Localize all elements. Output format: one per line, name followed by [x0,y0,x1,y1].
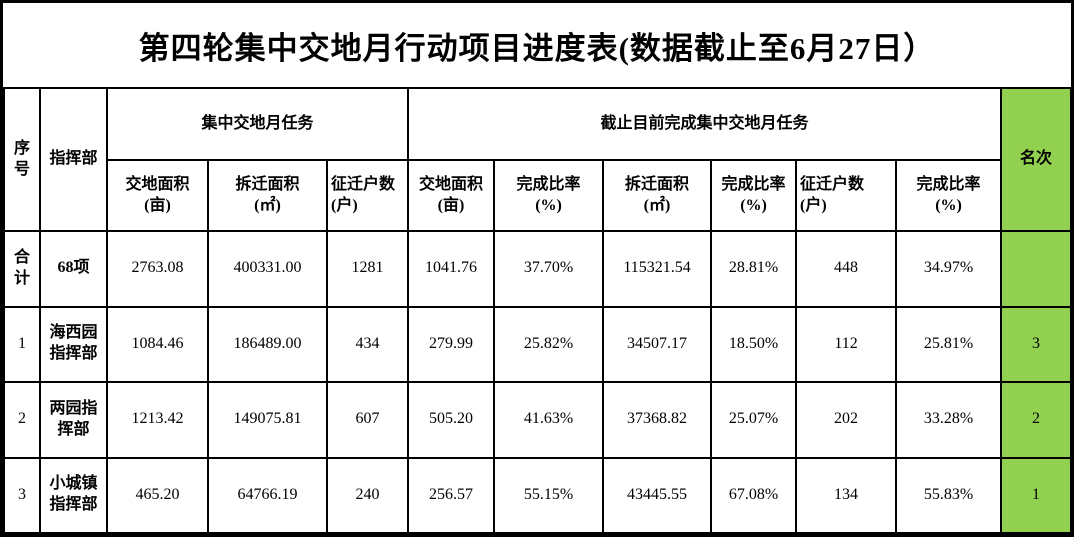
cell-done-demolition-rate: 28.81% [710,230,798,308]
cell-done-households-rate: 33.28% [895,381,1003,459]
subheader-done-households-rate: 完成比率 (%) [895,159,1003,232]
cell-hq: 两园指挥部 [39,381,108,459]
cell-done-demolition-rate: 18.50% [710,305,798,383]
cell-rank: 3 [1000,305,1071,383]
cell-done-households: 202 [795,381,898,459]
cell-rank: 2 [1000,381,1071,459]
subheader-done-land-rate: 完成比率 (%) [493,159,605,232]
table-row-total: 合计 68项 2763.08 400331.00 1281 1041.76 37… [3,230,1071,308]
cell-task-land-area: 2763.08 [106,230,209,308]
header-serial: 序号 [3,87,41,232]
subheader-task-land-area: 交地面积 (亩) [106,159,209,232]
cell-done-demolition-area: 43445.55 [602,456,713,534]
header-hq: 指挥部 [39,87,108,232]
cell-done-land-area: 256.57 [407,456,496,534]
cell-serial: 3 [3,456,41,534]
cell-hq: 68项 [39,230,108,308]
cell-rank: 1 [1000,456,1071,534]
cell-task-households: 607 [325,381,410,459]
subheader-done-demolition-rate: 完成比率 (%) [710,159,798,232]
header-group-task: 集中交地月任务 [105,87,410,161]
subheader-done-households: 征迁户数 (户) [795,159,898,232]
cell-done-households-rate: 34.97% [895,230,1003,308]
cell-done-households-rate: 25.81% [895,305,1003,383]
header-row-subs: 交地面积 (亩) 拆迁面积 (㎡) 征迁户数 (户) 交地面积 (亩) 完成比率… [4,159,1071,232]
cell-hq: 海西园指挥部 [39,305,108,383]
cell-rank [1000,230,1071,308]
cell-task-land-area: 465.20 [106,456,209,534]
cell-task-land-area: 1213.42 [106,381,209,459]
subheader-done-demolition-area: 拆迁面积 (㎡) [602,159,713,232]
cell-done-land-rate: 55.15% [493,456,605,534]
cell-done-demolition-rate: 67.08% [710,456,798,534]
table-row: 3 小城镇指挥部 465.20 64766.19 240 256.57 55.1… [3,456,1071,534]
cell-task-land-area: 1084.46 [106,305,209,383]
cell-done-households-rate: 55.83% [895,456,1003,534]
subheader-done-land-area: 交地面积 (亩) [407,159,496,232]
header-group-done: 截止目前完成集中交地月任务 [407,87,1003,161]
header-row-groups: 序号 指挥部 集中交地月任务 截止目前完成集中交地月任务 名次 [3,87,1071,232]
cell-done-land-area: 505.20 [407,381,496,459]
cell-task-households: 1281 [325,230,410,308]
cell-done-land-rate: 37.70% [493,230,605,308]
subheader-task-demolition-area: 拆迁面积 (㎡) [207,159,328,232]
cell-done-households: 112 [795,305,898,383]
cell-done-households: 448 [795,230,898,308]
cell-done-land-area: 279.99 [407,305,496,383]
cell-task-demolition-area: 64766.19 [207,456,328,534]
cell-done-demolition-area: 34507.17 [602,305,713,383]
cell-done-demolition-area: 115321.54 [602,230,713,308]
cell-task-demolition-area: 186489.00 [207,305,328,383]
cell-task-households: 240 [325,456,410,534]
progress-table: 序号 指挥部 集中交地月任务 截止目前完成集中交地月任务 名次 交地面积 (亩)… [3,87,1071,534]
cell-done-demolition-area: 37368.82 [602,381,713,459]
cell-done-demolition-rate: 25.07% [710,381,798,459]
cell-done-land-rate: 25.82% [493,305,605,383]
cell-task-households: 434 [325,305,410,383]
cell-hq: 小城镇指挥部 [39,456,108,534]
table-row: 2 两园指挥部 1213.42 149075.81 607 505.20 41.… [3,381,1071,459]
page-title: 第四轮集中交地月行动项目进度表(数据截止至6月27日） [138,30,936,66]
cell-done-land-area: 1041.76 [407,230,496,308]
cell-serial: 1 [3,305,41,383]
cell-serial: 2 [3,381,41,459]
subheader-task-households: 征迁户数 (户) [325,159,410,232]
header-rank: 名次 [1000,87,1071,232]
cell-done-households: 134 [795,456,898,534]
cell-task-demolition-area: 149075.81 [207,381,328,459]
cell-serial: 合计 [3,230,41,308]
cell-done-land-rate: 41.63% [493,381,605,459]
cell-task-demolition-area: 400331.00 [207,230,328,308]
table-row: 1 海西园指挥部 1084.46 186489.00 434 279.99 25… [3,305,1071,383]
